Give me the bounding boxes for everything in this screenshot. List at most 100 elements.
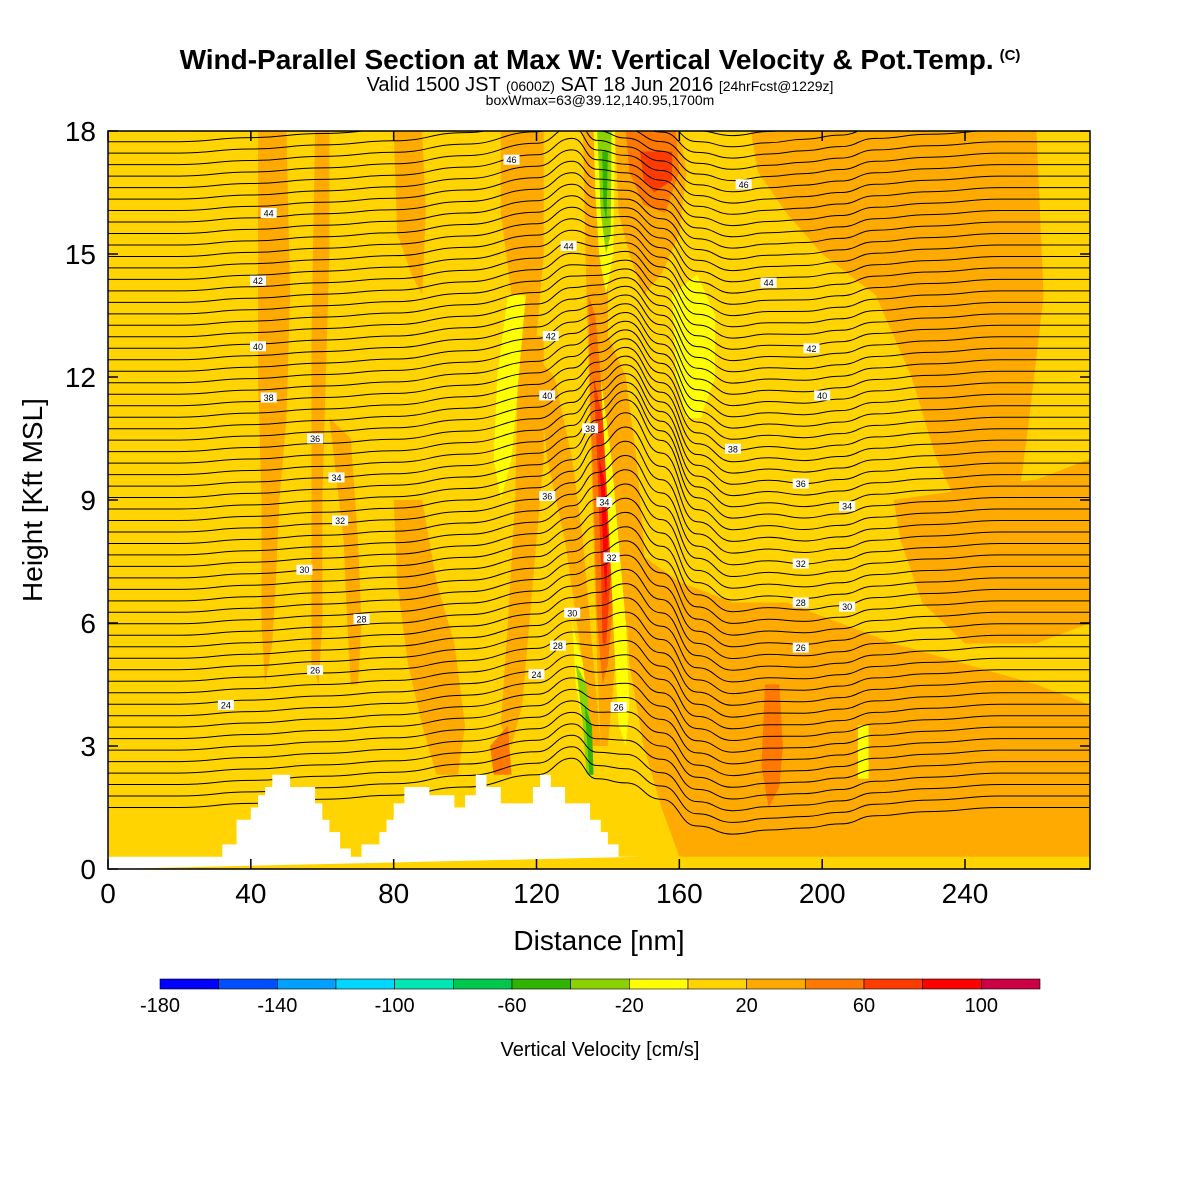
isentrope-label-bg <box>610 702 627 713</box>
y-tick-label: 6 <box>80 608 96 639</box>
isentrope-label-bg <box>307 665 324 676</box>
copyright-mark: (C) <box>999 47 1021 64</box>
isentrope-line <box>108 511 1090 613</box>
chart-title: Wind-Parallel Section at Max W: Vertical… <box>0 44 1200 76</box>
isentrope-line <box>108 554 1090 648</box>
isentrope-label: 26 <box>310 666 320 676</box>
isentrope-label-bg <box>249 341 266 352</box>
colorbar-swatch <box>394 978 454 990</box>
isentrope-line <box>108 688 1090 765</box>
isentrope-line <box>108 757 1090 835</box>
isentrope-line <box>108 390 1090 508</box>
isentrope-line <box>108 497 1090 601</box>
updraft-band <box>536 356 601 746</box>
isentrope-label: 42 <box>806 344 816 354</box>
updraft-band <box>393 500 466 775</box>
isentrope-label: 30 <box>567 608 577 618</box>
isentrope-label-bg <box>549 640 566 651</box>
colorbar: -180 -140 -100 -60 -20 20 60 100 Vertical Veloci… <box>140 978 1041 1061</box>
isentrope-label-bg <box>839 601 856 612</box>
isentrope-line <box>108 277 1090 362</box>
isentrope-line <box>108 229 1090 305</box>
isentrope-line <box>108 172 1090 249</box>
isentrope-label: 26 <box>614 703 624 713</box>
y-tick-label: 0 <box>80 854 96 885</box>
isentrope-label-bg <box>814 390 831 401</box>
colorbar-label: Vertical Velocity [cm/s] <box>501 1039 700 1061</box>
isentrope-label-bg <box>260 208 277 218</box>
colorbar-swatch <box>453 978 513 990</box>
isentrope-label-bg <box>803 343 820 354</box>
colorbar-swatch <box>335 978 395 990</box>
isentrope-line <box>108 381 1090 497</box>
isentrope-label: 32 <box>606 553 616 563</box>
colorbar-swatch <box>218 978 278 990</box>
terrain-mask <box>108 774 644 869</box>
updraft-band <box>311 131 330 685</box>
isentrope-label: 32 <box>335 516 345 526</box>
colorbar-tick-label: -180 <box>140 995 180 1017</box>
isentrope-line <box>108 131 1090 182</box>
updraft-band <box>500 336 544 746</box>
isentrope-line <box>108 311 1090 407</box>
x-tick-label: 120 <box>513 878 560 909</box>
isentrope-line <box>108 160 1090 238</box>
isentrope-label-bg <box>539 490 556 501</box>
isentrope-label-bg <box>792 478 809 489</box>
isentrope-label: 30 <box>842 602 852 612</box>
isentrope-label: 42 <box>253 276 263 286</box>
updraft-band <box>622 541 1090 857</box>
colorbar-swatch <box>159 978 219 990</box>
colorbar-swatch <box>277 978 337 990</box>
isentrope-label: 34 <box>332 473 342 483</box>
isentrope-line <box>108 665 1090 742</box>
isentrope-line <box>108 294 1090 384</box>
isentrope-line <box>108 677 1090 753</box>
isentrope-line <box>108 412 1090 531</box>
isentrope-line <box>108 195 1090 272</box>
isentrope-line <box>108 440 1090 554</box>
isentrope-label: 34 <box>842 502 852 512</box>
chart-title-text: Wind-Parallel Section at Max W: Vertical… <box>179 44 994 75</box>
downdraft-band <box>857 725 869 779</box>
x-tick-label: 0 <box>100 878 116 909</box>
isentrope-label-bg <box>760 277 777 288</box>
isentrope-line <box>108 583 1090 671</box>
isentrope-label: 38 <box>264 393 274 403</box>
isentrope-label: 36 <box>310 434 320 444</box>
isentrope-labels: 46 46 44 44 44 42 42 42 40 40 40 38 38 38 36 36 36 34 34 34… <box>217 154 856 713</box>
isentrope-label: 34 <box>599 498 609 508</box>
isentrope-label-bg <box>260 392 277 403</box>
isentrope-line <box>108 183 1090 260</box>
isentrope-label-bg <box>735 179 752 190</box>
y-tick-label: 9 <box>80 485 96 516</box>
isentrope-line <box>108 373 1090 485</box>
isentrope-line <box>108 483 1090 589</box>
valid-prefix: Valid 1500 JST <box>366 74 501 96</box>
colorbar-tick-label: 100 <box>965 995 998 1017</box>
isentrope-line <box>108 131 1090 193</box>
downdraft-band <box>493 295 526 500</box>
isentrope-line <box>108 711 1090 788</box>
colorbar-swatch <box>805 978 865 990</box>
y-tick-label: 18 <box>65 116 96 147</box>
isentrope-label: 36 <box>542 491 552 501</box>
isentrope-line <box>108 206 1090 283</box>
isentrope-label: 28 <box>796 598 806 608</box>
updraft-band <box>329 418 362 685</box>
isentrope-label-bg <box>792 597 809 608</box>
forecast-info: [24hrFcst@1229z] <box>718 78 834 94</box>
colorbar-swatch <box>687 978 747 990</box>
isentrope-line <box>108 355 1090 463</box>
isentrope-line <box>108 218 1090 294</box>
isentrope-label-bg <box>724 443 741 454</box>
downdraft-core <box>584 705 594 775</box>
x-tick-label: 240 <box>942 878 989 909</box>
updraft-band <box>258 131 291 685</box>
isentrope-label: 40 <box>817 391 827 401</box>
y-axis-label: Height [Kft MSL] <box>17 398 48 602</box>
x-tick-label: 40 <box>235 878 266 909</box>
isentrope-label: 46 <box>507 155 517 165</box>
isentrope-line <box>108 597 1090 683</box>
